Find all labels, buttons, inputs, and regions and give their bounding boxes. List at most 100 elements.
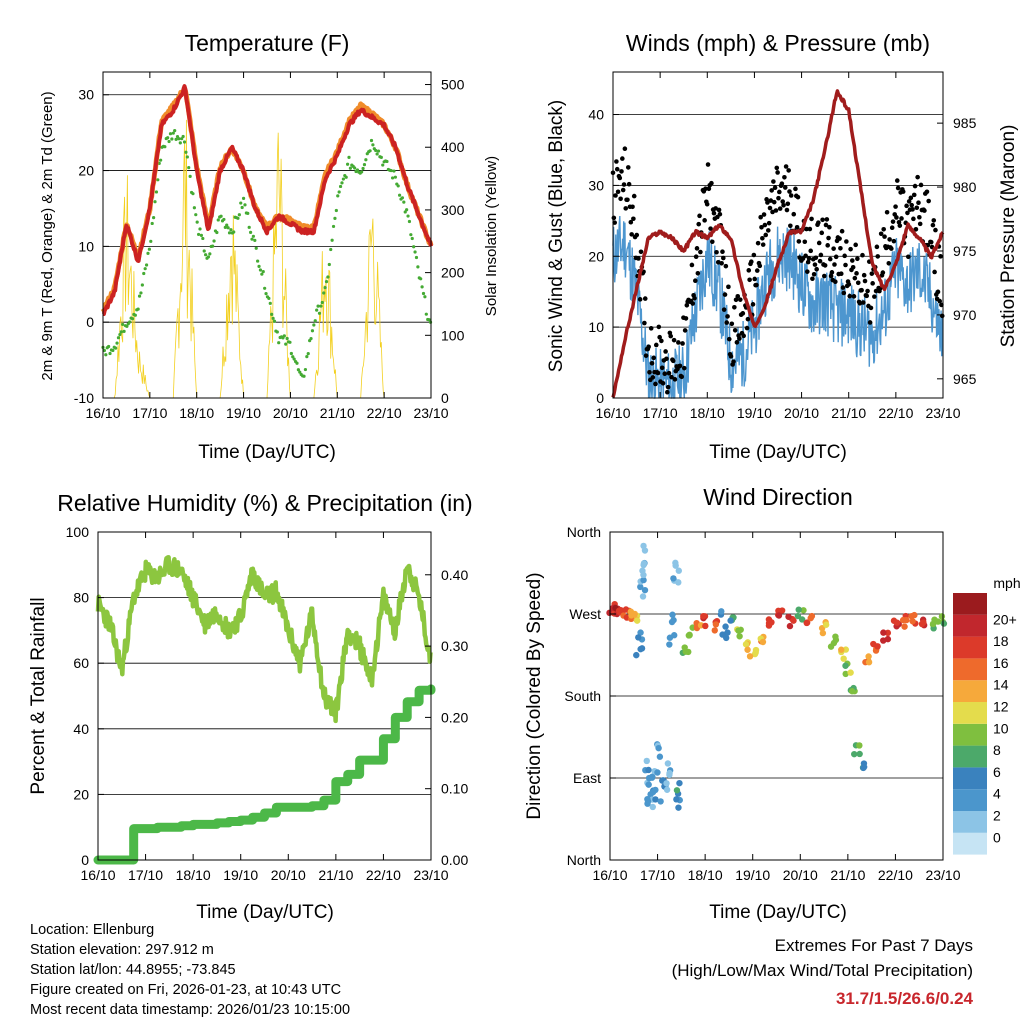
colorbar-swatch: [953, 723, 987, 746]
gust-point: [617, 175, 623, 181]
gust-point: [621, 182, 627, 187]
dewpoint-point: [336, 194, 340, 198]
direction-point: [786, 622, 794, 630]
gust-point: [844, 239, 849, 244]
gust-point: [631, 193, 637, 199]
dewpoint-point: [324, 280, 329, 284]
dewpoint-point: [202, 249, 206, 253]
direction-point: [790, 617, 797, 624]
direction-point: [856, 750, 863, 758]
dewpoint-point: [319, 304, 323, 308]
direction-point: [700, 612, 707, 620]
dewpoint-point: [146, 251, 150, 255]
colorbar-label: 6: [993, 764, 1001, 780]
gust-point: [775, 170, 780, 175]
dewpoint-point: [260, 272, 264, 276]
gust-point: [827, 224, 832, 230]
direction-point: [637, 645, 644, 653]
gust-point: [928, 239, 934, 245]
gust-point: [681, 365, 687, 371]
gust-point: [622, 146, 628, 152]
dewpoint-point: [159, 158, 163, 162]
gust-point: [782, 174, 787, 180]
gust-point: [672, 377, 678, 382]
colorbar-swatch: [953, 789, 987, 811]
winds-x-tick-label: 21/10: [831, 405, 866, 421]
direction-point: [639, 567, 646, 574]
gust-point: [851, 294, 857, 299]
dewpoint-point: [271, 316, 275, 320]
dewpoint-point: [153, 200, 157, 204]
relative-humidity-line: [95, 555, 433, 724]
dewpoint-point: [277, 341, 281, 345]
direction-point: [655, 744, 662, 752]
gust-point: [689, 262, 695, 268]
colorbar-title: mph: [993, 575, 1020, 591]
gust-point: [625, 165, 631, 170]
colorbar-swatch: [953, 593, 987, 615]
gust-point: [837, 236, 842, 241]
dewpoint-point: [257, 264, 261, 269]
gust-point: [881, 226, 886, 232]
dewpoint-point: [353, 166, 357, 170]
dewpoint-point: [232, 230, 236, 234]
dewpoint-point: [154, 190, 159, 194]
gust-point: [917, 214, 922, 220]
dewpoint-point: [156, 178, 160, 182]
gust-point: [906, 254, 911, 260]
gust-point: [752, 276, 758, 282]
gust-point: [711, 210, 717, 216]
gust-point: [651, 355, 657, 361]
dewpoint-point: [338, 184, 343, 189]
direction-point: [832, 633, 839, 640]
dewpoint-point: [379, 155, 383, 160]
total-precipitation-line: [93, 684, 436, 865]
dewpoint-point: [327, 262, 331, 267]
gust-point: [676, 340, 681, 345]
gust-point: [804, 226, 809, 232]
dewpoint-point: [240, 205, 244, 210]
gust-point: [864, 293, 870, 299]
winds-y-tick-label: 0: [596, 390, 604, 406]
gust-point: [840, 285, 846, 290]
dewpoint-point: [143, 267, 147, 271]
gust-point: [922, 208, 927, 213]
direction-point: [639, 593, 647, 600]
dewpoint-point: [268, 301, 272, 305]
gust-point: [732, 328, 738, 333]
direction-ylabel-left: Direction (Colored By Speed): [524, 572, 545, 819]
humidity-y2-tick-label: 0.10: [441, 781, 468, 797]
gust-point: [849, 258, 855, 263]
gust-point: [829, 270, 835, 275]
winds-ylabel-right: Station Pressure (Maroon): [998, 125, 1019, 348]
dewpoint-point: [149, 239, 153, 243]
gust-point: [838, 245, 843, 251]
location-text: Location: Ellenburg: [30, 922, 155, 938]
gust-point: [702, 218, 707, 223]
gust-point: [802, 239, 808, 245]
gust-point: [774, 165, 780, 171]
dewpoint-point: [374, 148, 378, 153]
gust-point: [828, 273, 834, 279]
dewpoint-point: [261, 270, 265, 274]
dewpoint-point: [376, 149, 381, 153]
direction-point: [727, 617, 734, 624]
winds-x-tick-label: 22/10: [878, 405, 913, 421]
gust-point: [643, 353, 649, 358]
gust-point: [915, 174, 920, 180]
gust-point: [909, 202, 914, 208]
direction-point: [622, 606, 630, 613]
winds-plot-area: [610, 89, 945, 399]
gust-point: [642, 320, 647, 326]
gust-point: [706, 186, 712, 192]
colorbar-label: 16: [993, 655, 1009, 671]
gust-point: [737, 297, 743, 302]
direction-point: [851, 750, 858, 758]
station-info: Location: Ellenburg Station elevation: 2…: [30, 920, 350, 1020]
dewpoint-point: [385, 159, 389, 164]
dewpoint-point: [115, 341, 119, 345]
direction-point: [666, 769, 673, 777]
gust-point: [894, 215, 899, 220]
dewpoint-point: [396, 184, 400, 188]
winds-y2-tick-label: 985: [953, 115, 977, 131]
